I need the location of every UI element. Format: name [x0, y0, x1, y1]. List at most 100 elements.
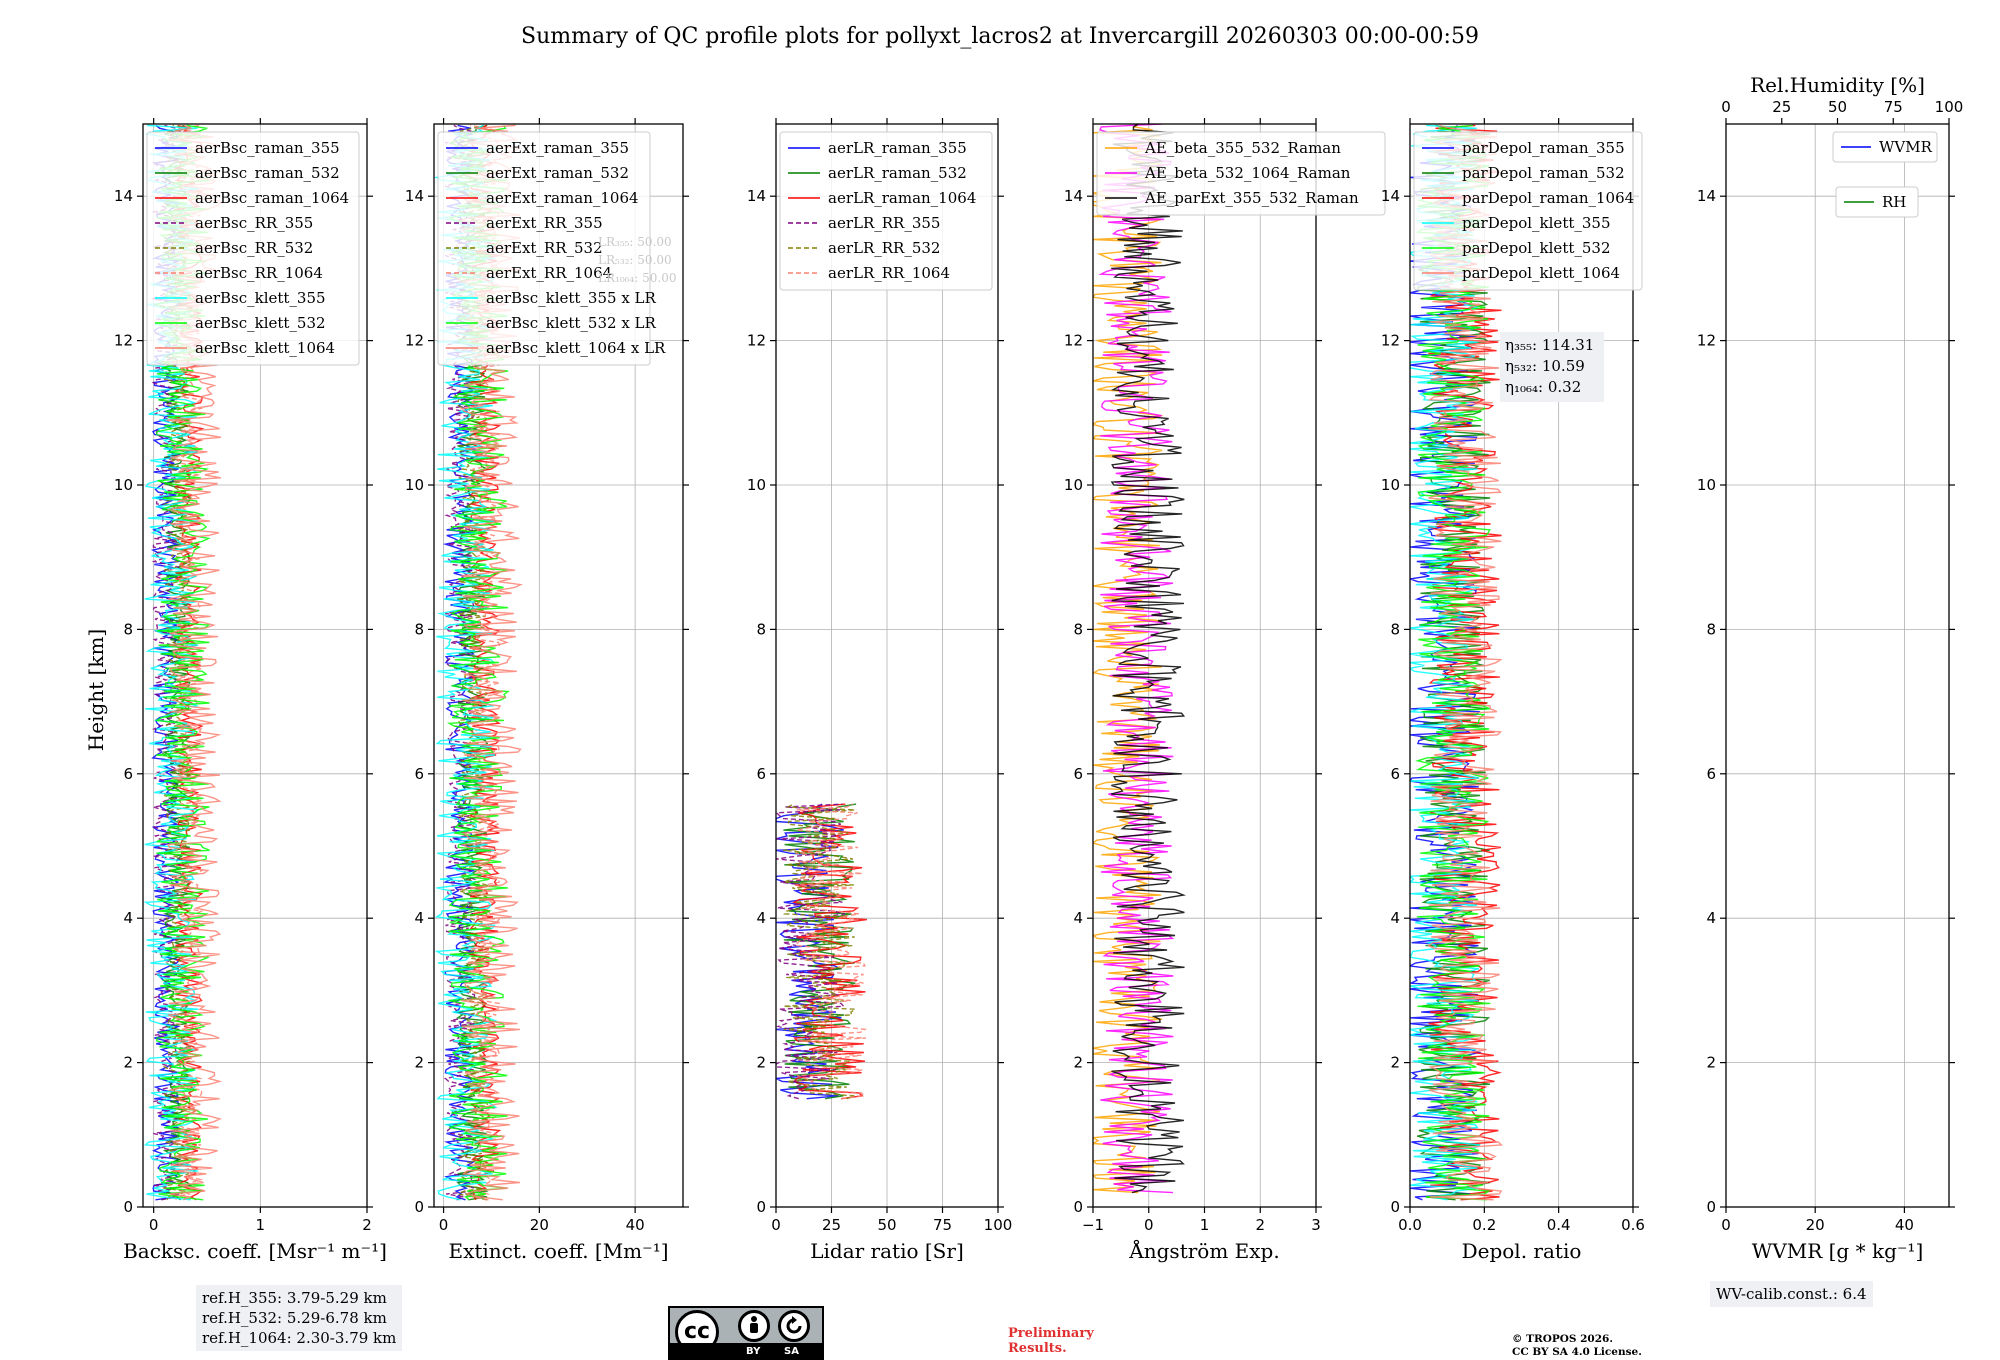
- legend-depol: parDepol_raman_355 parDepol_raman_532 parD…: [1413, 131, 1643, 291]
- legend-WVMR: WVMR: [1832, 131, 1938, 163]
- legend-label: aerBsc_klett_1064 x LR: [486, 339, 666, 357]
- legend-label: parDepol_klett_532: [1462, 239, 1611, 257]
- y-tick-label: 14: [114, 187, 133, 205]
- profile-parDepol_klett_1064: [1427, 124, 1503, 1201]
- legend-label: aerBsc_RR_532: [195, 239, 313, 257]
- lr-annotation: LR₃₅₅: 50.00: [598, 235, 672, 249]
- x2-tick-label: 75: [1884, 98, 1903, 116]
- x-tick-label: 100: [984, 1216, 1013, 1234]
- y-tick-label: 12: [1697, 332, 1716, 350]
- legend-label: AE_parExt_355_532_Raman: [1144, 189, 1359, 207]
- y-tick-label: 0: [1073, 1198, 1083, 1216]
- legend-label: aerBsc_RR_355: [195, 214, 313, 232]
- x-tick-label: 0: [1144, 1216, 1154, 1234]
- y-tick-label: 6: [756, 765, 766, 783]
- x-tick-label: 0.2: [1472, 1216, 1496, 1234]
- legend-lr: aerLR_raman_355 aerLR_raman_532 aerLR_rama…: [779, 131, 993, 291]
- share-alike-icon: [778, 1310, 810, 1342]
- x-axis-label: Ångström Exp.: [1128, 1238, 1279, 1263]
- y-tick-label: 14: [1697, 187, 1716, 205]
- y-tick-label: 14: [1381, 187, 1400, 205]
- legend-RH: RH: [1835, 186, 1919, 218]
- cc-badge-bar: BY SA: [670, 1343, 822, 1358]
- eta-box: [1500, 332, 1604, 402]
- x-tick-label: 2: [362, 1216, 372, 1234]
- legend-label: aerLR_RR_355: [828, 214, 940, 232]
- legend-label: RH: [1882, 193, 1906, 211]
- x-tick-label: 0: [149, 1216, 159, 1234]
- legend-label: parDepol_raman_355: [1462, 139, 1625, 157]
- legend-label: aerLR_raman_355: [828, 139, 967, 157]
- cc-by-label: BY: [746, 1346, 761, 1357]
- legend-label: parDepol_klett_1064: [1462, 264, 1620, 282]
- y-tick-label: 8: [1390, 620, 1400, 638]
- profile-aerLR_RR_1064: [794, 803, 867, 1100]
- legend-label: aerLR_RR_1064: [828, 264, 950, 282]
- cc-sa-label: SA: [784, 1346, 799, 1357]
- legend-box: [1413, 131, 1643, 291]
- eta-annotation: η₁₀₆₄: 0.32: [1505, 378, 1581, 396]
- x-axis-label: Lidar ratio [Sr]: [810, 1239, 964, 1263]
- axes-frame: [1409, 123, 1634, 1208]
- legend-box: [437, 131, 651, 366]
- panel-depol: 0.0 0.2 0.4 0.6 0 2 4 6 8 10 12 14 Depol. ratio parDe…: [1381, 118, 1645, 1263]
- legend-label: aerBsc_klett_355: [195, 289, 326, 307]
- x-tick-label: 0.4: [1547, 1216, 1571, 1234]
- x-tick-label: 50: [877, 1216, 896, 1234]
- figure-title: Summary of QC profile plots for pollyxt_…: [521, 24, 1479, 49]
- profile-parDepol_klett_355: [1410, 124, 1481, 1201]
- profile-traces: [1410, 124, 1503, 1201]
- y-tick-label: 0: [1390, 1198, 1400, 1216]
- panel-lr: 0 25 50 75 100 0 2 4 6 8 10 12 14 Lidar ratio [Sr] aer…: [747, 118, 1012, 1263]
- legend-label: aerExt_RR_1064: [486, 264, 612, 282]
- legend-box: [1835, 186, 1919, 218]
- x-axis-label: Backsc. coeff. [Msr⁻¹ m⁻¹]: [123, 1239, 387, 1263]
- y-axis-label: Height [km]: [84, 629, 108, 751]
- cc-license-badge: cc BY SA: [668, 1306, 824, 1360]
- y-tick-label: 4: [1706, 909, 1716, 927]
- y-tick-label: 4: [414, 909, 424, 927]
- x-tick-label: 20: [530, 1216, 549, 1234]
- legend-label: aerLR_RR_532: [828, 239, 940, 257]
- legend-label: aerExt_raman_355: [486, 139, 629, 157]
- ref-heights-box: ref.H_355: 3.79-5.29 km ref.H_532: 5.29-…: [196, 1285, 403, 1351]
- y-tick-label: 2: [123, 1054, 133, 1072]
- legend-label: WVMR: [1879, 138, 1933, 156]
- x-tick-label: 0: [439, 1216, 449, 1234]
- y-tick-label: 2: [1073, 1054, 1083, 1072]
- y-tick-label: 4: [1390, 909, 1400, 927]
- x-tick-label: 75: [933, 1216, 952, 1234]
- y-tick-label: 8: [1073, 620, 1083, 638]
- y-tick-label: 4: [123, 909, 133, 927]
- x-tick-label: 20: [1806, 1216, 1825, 1234]
- x2-axis-label: Rel.Humidity [%]: [1750, 73, 1925, 97]
- legend-label: aerBsc_raman_1064: [195, 189, 349, 207]
- legend-label: parDepol_raman_532: [1462, 164, 1625, 182]
- legend-label: aerLR_raman_532: [828, 164, 967, 182]
- eta-annotation: η₅₃₂: 10.59: [1505, 357, 1585, 375]
- legend-box: [1096, 131, 1386, 216]
- y-tick-label: 4: [1073, 909, 1083, 927]
- x-axis-label: WVMR [g * kg⁻¹]: [1752, 1239, 1924, 1263]
- lr-annotation: LR₅₃₂: 50.00: [598, 253, 672, 267]
- y-tick-label: 6: [414, 765, 424, 783]
- y-tick-label: 2: [1706, 1054, 1716, 1072]
- y-tick-label: 10: [1381, 476, 1400, 494]
- y-tick-label: 6: [123, 765, 133, 783]
- x-tick-label: 0.6: [1621, 1216, 1645, 1234]
- y-tick-label: 12: [114, 332, 133, 350]
- y-tick-label: 14: [1064, 187, 1083, 205]
- x-tick-label: 40: [626, 1216, 645, 1234]
- x-tick-label: 40: [1895, 1216, 1914, 1234]
- x-tick-label: 3: [1311, 1216, 1321, 1234]
- preliminary-line-1: Preliminary: [1008, 1326, 1094, 1341]
- x-axis-label: Extinct. coeff. [Mm⁻¹]: [448, 1239, 668, 1263]
- x-tick-label: 2: [1255, 1216, 1265, 1234]
- y-tick-label: 10: [1697, 476, 1716, 494]
- legend-box: [1832, 131, 1938, 163]
- panel-ext: 0 20 40 0 2 4 6 8 10 12 14 Extinct. coeff. [Mm⁻¹] ae…: [405, 118, 689, 1263]
- y-tick-label: 0: [756, 1198, 766, 1216]
- ref-height-355: ref.H_355: 3.79-5.29 km: [202, 1289, 387, 1307]
- y-tick-label: 0: [123, 1198, 133, 1216]
- profile-AE_parExt_355_532_Raman: [1110, 124, 1186, 1194]
